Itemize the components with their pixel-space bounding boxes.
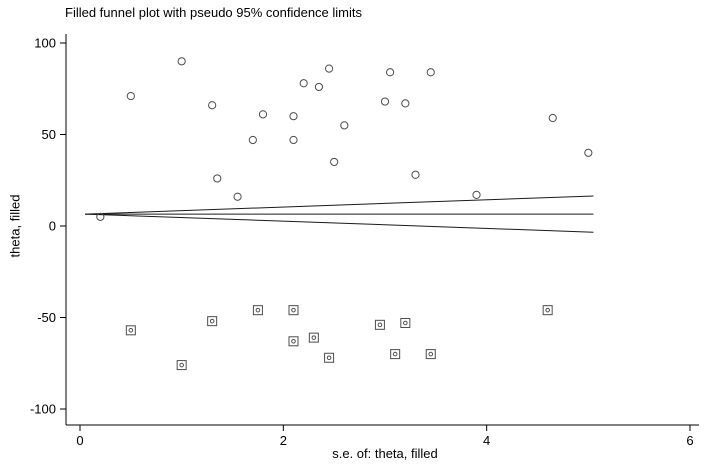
filled-point-dot xyxy=(128,328,134,333)
observed-point xyxy=(299,79,308,88)
observed-point xyxy=(177,57,186,66)
observed-point xyxy=(258,110,268,119)
observed-point xyxy=(126,91,135,101)
filled-point-dot xyxy=(291,338,296,344)
filled-point-dot xyxy=(545,307,550,313)
observed-point xyxy=(340,121,349,130)
observed-point xyxy=(208,101,217,110)
x-tick-label: 6 xyxy=(686,433,693,448)
observed-point xyxy=(401,99,410,108)
filled-point-dot xyxy=(392,351,398,357)
filled-point-square xyxy=(400,317,411,328)
filled-point-dot xyxy=(428,351,434,357)
filled-point-dot xyxy=(311,335,317,340)
filled-point-dot xyxy=(403,320,408,326)
x-tick-label: 4 xyxy=(483,433,490,448)
filled-point-square xyxy=(288,305,299,316)
filled-point-dot xyxy=(326,355,332,361)
y-axis-title: theta, filled xyxy=(7,194,23,258)
observed-point xyxy=(380,97,390,106)
observed-point xyxy=(330,157,339,167)
filled-point-square xyxy=(390,349,401,360)
x-axis-title: s.e. of: theta, filled xyxy=(332,446,438,461)
observed-point xyxy=(472,190,481,199)
observed-point xyxy=(426,68,435,77)
y-tick-label: -50 xyxy=(37,310,56,325)
filled-point-square xyxy=(308,332,319,343)
filled-point-dot xyxy=(255,307,261,313)
filled-point-dot xyxy=(209,318,215,324)
filled-point-square xyxy=(125,325,136,336)
chart-title: Filled funnel plot with pseudo 95% confi… xyxy=(65,5,363,20)
filled-point-square xyxy=(374,319,385,330)
filled-point-square xyxy=(288,336,299,347)
upper-pseudo-95-limit xyxy=(85,195,594,215)
filled-point-dot xyxy=(291,307,296,313)
y-tick-label: 0 xyxy=(49,219,56,234)
observed-point xyxy=(548,113,557,123)
observed-point xyxy=(314,82,324,92)
filled-point-square xyxy=(324,352,335,363)
y-tick-label: 50 xyxy=(42,127,56,142)
x-tick-label: 0 xyxy=(76,433,83,448)
observed-point xyxy=(213,174,222,183)
observed-point xyxy=(248,135,257,145)
observed-point xyxy=(411,170,420,179)
observed-point xyxy=(289,112,298,121)
observed-point xyxy=(96,212,105,221)
observed-point xyxy=(385,68,395,77)
y-tick-label: -100 xyxy=(30,402,56,417)
y-tick-label: 100 xyxy=(34,36,56,51)
observed-point xyxy=(233,192,242,201)
filled-point-dot xyxy=(179,362,184,368)
x-tick-label: 2 xyxy=(280,433,287,448)
filled-point-square xyxy=(207,316,218,327)
filled-point-dot xyxy=(377,322,383,328)
observed-point xyxy=(324,64,334,73)
filled-point-square xyxy=(425,349,436,360)
filled-point-square xyxy=(542,305,553,316)
observed-point xyxy=(289,135,298,145)
filled-point-square xyxy=(176,360,187,371)
filled-point-square xyxy=(252,305,263,316)
observed-point xyxy=(584,148,593,157)
lower-pseudo-95-limit xyxy=(85,213,594,233)
